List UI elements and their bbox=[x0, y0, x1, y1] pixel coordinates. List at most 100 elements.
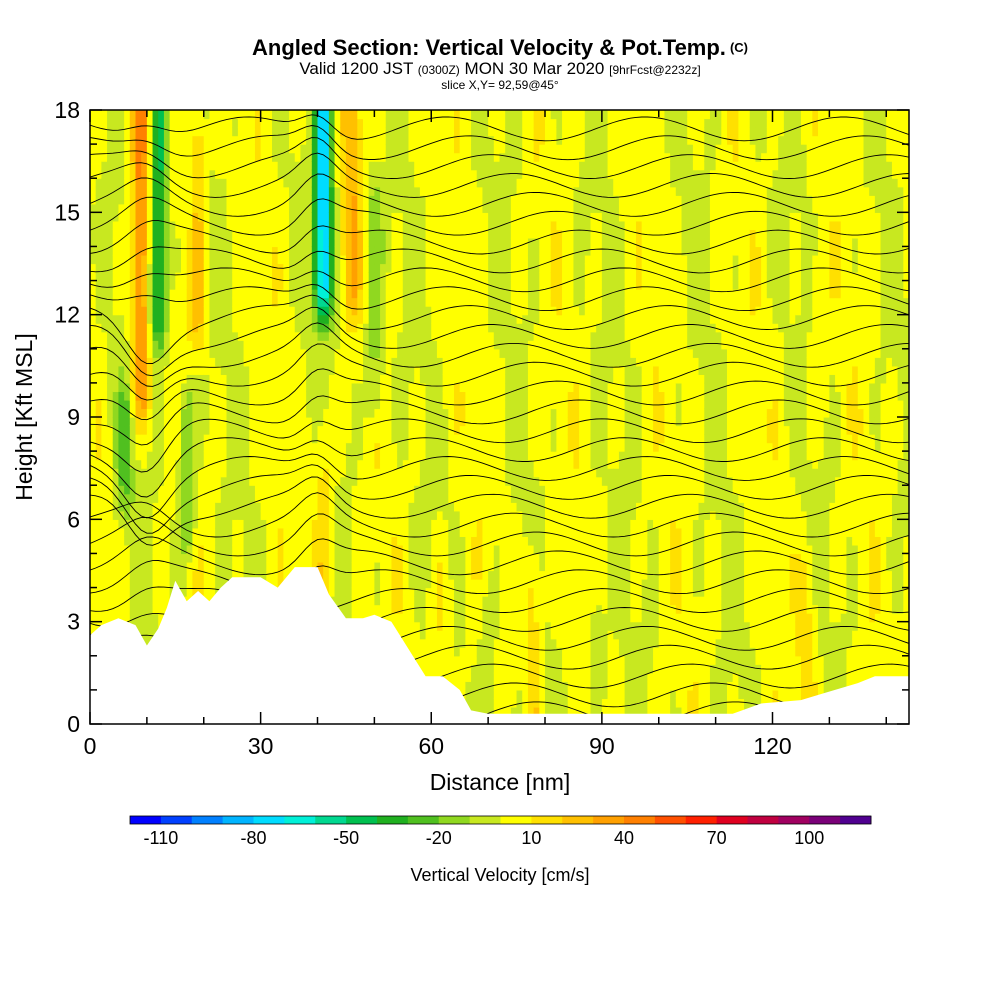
velocity-cell bbox=[476, 519, 484, 529]
velocity-cell bbox=[135, 485, 142, 495]
velocity-cell bbox=[107, 263, 114, 273]
velocity-cell bbox=[311, 229, 319, 239]
velocity-cell bbox=[209, 374, 216, 384]
velocity-cell bbox=[380, 110, 387, 120]
velocity-cell bbox=[454, 127, 461, 137]
velocity-cell bbox=[414, 331, 421, 341]
velocity-cell bbox=[254, 127, 262, 137]
velocity-cell bbox=[459, 289, 466, 299]
velocity-cell bbox=[163, 127, 171, 137]
velocity-cell bbox=[374, 459, 381, 469]
velocity-cell bbox=[374, 493, 381, 503]
velocity-cell bbox=[198, 493, 205, 503]
velocity-cell bbox=[357, 144, 364, 154]
velocity-cell bbox=[124, 135, 131, 145]
velocity-cell bbox=[414, 647, 421, 657]
velocity-cell bbox=[391, 314, 398, 324]
velocity-cell bbox=[158, 323, 165, 333]
velocity-cell bbox=[317, 297, 324, 307]
velocity-cell bbox=[328, 237, 336, 248]
velocity-cell bbox=[448, 382, 455, 393]
velocity-cell bbox=[146, 195, 154, 205]
velocity-cell bbox=[317, 493, 324, 503]
velocity-cell bbox=[334, 408, 341, 418]
velocity-cell bbox=[283, 357, 290, 367]
velocity-cell bbox=[90, 596, 97, 606]
velocity-cell bbox=[198, 135, 205, 145]
velocity-cell bbox=[266, 493, 273, 503]
velocity-cell bbox=[254, 186, 262, 196]
velocity-cell bbox=[209, 118, 216, 128]
velocity-cell bbox=[306, 127, 313, 137]
velocity-cell bbox=[181, 237, 188, 248]
velocity-cell bbox=[112, 254, 120, 265]
velocity-cell bbox=[334, 527, 341, 537]
velocity-cell bbox=[397, 331, 404, 341]
velocity-cell bbox=[289, 186, 296, 196]
velocity-cell bbox=[175, 331, 182, 341]
velocity-cell bbox=[129, 195, 137, 205]
velocity-cell bbox=[345, 314, 353, 324]
velocity-cell bbox=[306, 536, 313, 546]
velocity-cell bbox=[402, 314, 410, 324]
velocity-cell bbox=[272, 272, 279, 282]
velocity-cell bbox=[476, 246, 484, 256]
velocity-cell bbox=[334, 434, 341, 444]
velocity-cell bbox=[186, 527, 193, 537]
velocity-cell bbox=[203, 365, 211, 375]
velocity-cell bbox=[436, 229, 444, 239]
velocity-cell bbox=[215, 365, 222, 375]
velocity-cell bbox=[169, 306, 176, 316]
velocity-cell bbox=[272, 254, 279, 265]
velocity-cell bbox=[402, 306, 410, 316]
velocity-cell bbox=[163, 374, 171, 384]
velocity-cell bbox=[402, 297, 410, 307]
velocity-cell bbox=[442, 587, 449, 597]
velocity-cell bbox=[107, 289, 114, 299]
velocity-cell bbox=[334, 144, 341, 154]
velocity-cell bbox=[385, 408, 393, 418]
velocity-cell bbox=[209, 340, 216, 350]
velocity-cell bbox=[129, 246, 137, 256]
velocity-cell bbox=[391, 186, 398, 196]
velocity-cell bbox=[226, 425, 233, 435]
velocity-cell bbox=[351, 135, 358, 145]
velocity-cell bbox=[220, 527, 228, 537]
velocity-cell bbox=[397, 408, 404, 418]
velocity-cell bbox=[186, 306, 193, 316]
valid-time: Valid 1200 JST (0300Z) MON 30 Mar 2020 [… bbox=[0, 60, 1000, 79]
velocity-cell bbox=[397, 553, 404, 563]
velocity-cell bbox=[283, 323, 290, 333]
velocity-cell bbox=[311, 220, 319, 230]
velocity-cell bbox=[311, 519, 319, 529]
velocity-cell bbox=[260, 348, 267, 358]
velocity-cell bbox=[454, 331, 461, 341]
velocity-cell bbox=[306, 510, 313, 520]
velocity-cell bbox=[351, 314, 358, 324]
velocity-cell bbox=[340, 280, 347, 290]
velocity-cell bbox=[357, 331, 364, 341]
velocity-cell bbox=[186, 110, 193, 120]
velocity-cell bbox=[431, 220, 438, 230]
velocity-cell bbox=[243, 451, 250, 461]
velocity-cell bbox=[442, 220, 449, 230]
velocity-cell bbox=[118, 485, 125, 495]
velocity-cell bbox=[459, 340, 466, 350]
velocity-cell bbox=[374, 510, 381, 520]
velocity-cell bbox=[448, 306, 455, 316]
velocity-cell bbox=[249, 297, 256, 307]
velocity-cell bbox=[476, 391, 484, 401]
velocity-cell bbox=[249, 280, 256, 290]
velocity-cell bbox=[408, 459, 415, 469]
velocity-cell bbox=[181, 408, 188, 418]
velocity-cell bbox=[107, 587, 114, 597]
velocity-cell bbox=[254, 561, 262, 572]
velocity-cell bbox=[408, 212, 415, 222]
velocity-cell bbox=[357, 399, 364, 410]
velocity-cell bbox=[209, 510, 216, 520]
velocity-cell bbox=[254, 254, 262, 265]
velocity-cell bbox=[323, 306, 330, 316]
velocity-cell bbox=[260, 408, 267, 418]
velocity-cell bbox=[254, 110, 262, 120]
velocity-cell bbox=[317, 434, 324, 444]
